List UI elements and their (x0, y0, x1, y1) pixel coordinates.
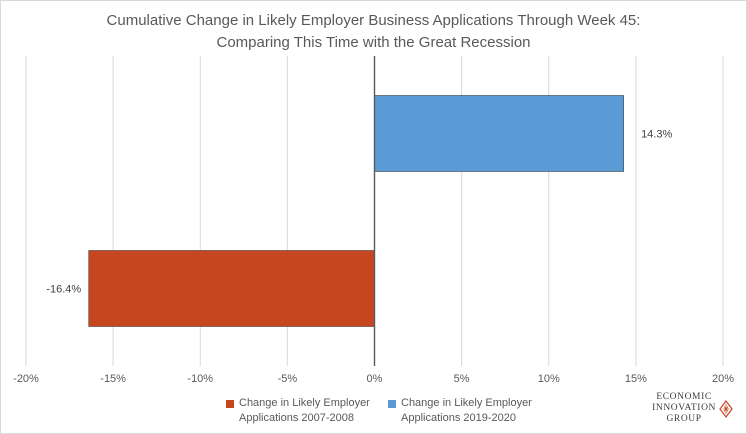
x-tick-label: -15% (100, 373, 126, 385)
legend: Change in Likely Employer Applications 2… (0, 396, 747, 428)
logo-line: GROUP (666, 414, 702, 424)
data-label: 14.3% (641, 129, 672, 141)
legend-item-2007-2008: Change in Likely Employer Applications 2… (226, 396, 379, 426)
x-tick-label: -10% (187, 373, 213, 385)
x-tick-label: -5% (278, 373, 298, 385)
data-label: -16.4% (46, 284, 81, 296)
bars (88, 95, 624, 327)
chart-title-line: Cumulative Change in Likely Employer Bus… (106, 12, 641, 29)
eig-logo: ECONOMIC INNOVATION GROUP (652, 392, 733, 425)
legend-item-2019-2020: Change in Likely Employer Applications 2… (388, 396, 541, 426)
legend-swatch-2019-2020 (388, 400, 396, 408)
legend-label: Applications 2019-2020 (401, 412, 516, 424)
x-tick-label: 5% (454, 373, 470, 385)
legend-swatch-2007-2008 (226, 400, 234, 408)
bar (374, 95, 624, 172)
diamond-logo-icon (719, 399, 733, 418)
x-tick-label: 20% (712, 373, 734, 385)
legend-label: Change in Likely Employer (401, 397, 532, 409)
x-tick-label: 0% (367, 373, 383, 385)
x-axis-ticks: -20% -15% -10% -5% 0% 5% 10% 15% 20% (13, 373, 734, 385)
data-labels: 14.3% -16.4% (46, 129, 672, 296)
chart-title: Cumulative Change in Likely Employer Bus… (0, 10, 747, 54)
logo-line: ECONOMIC (656, 392, 712, 402)
x-tick-label: 15% (625, 373, 647, 385)
x-tick-label: -20% (13, 373, 39, 385)
x-tick-label: 10% (538, 373, 560, 385)
legend-label: Applications 2007-2008 (239, 412, 354, 424)
chart-subtitle-line: Comparing This Time with the Great Reces… (216, 34, 531, 51)
bar (88, 250, 375, 327)
logo-line: INNOVATION (652, 403, 716, 413)
legend-label: Change in Likely Employer (239, 397, 370, 409)
